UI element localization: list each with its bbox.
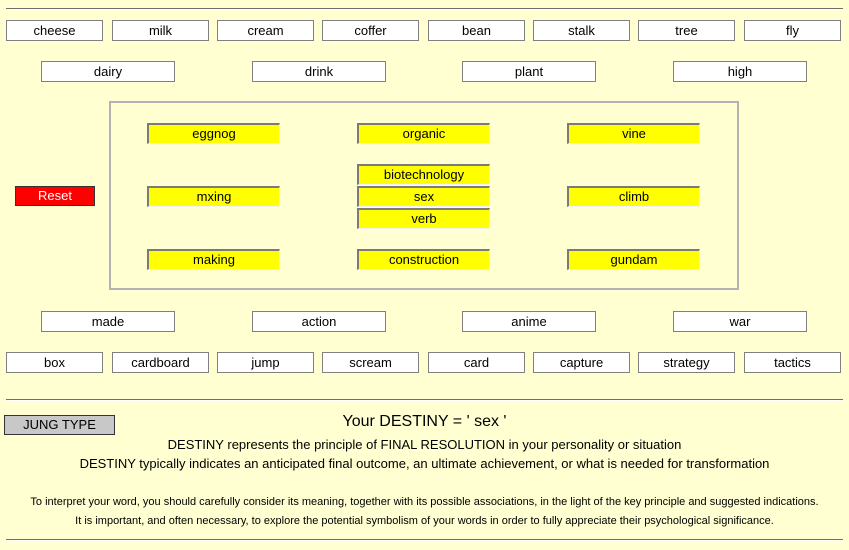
word-stalk[interactable]: stalk — [533, 20, 630, 41]
inner-climb[interactable]: climb — [567, 186, 700, 207]
reset-button[interactable]: Reset — [15, 186, 95, 206]
word-cream[interactable]: cream — [217, 20, 314, 41]
word-tactics[interactable]: tactics — [744, 352, 841, 373]
category-made[interactable]: made — [41, 311, 175, 332]
category-dairy[interactable]: dairy — [41, 61, 175, 82]
inner-mxing[interactable]: mxing — [147, 186, 280, 207]
interpretation-note: To interpret your word, you should caref… — [30, 496, 819, 508]
word-cardboard[interactable]: cardboard — [112, 352, 209, 373]
word-box[interactable]: box — [6, 352, 103, 373]
category-war[interactable]: war — [673, 311, 807, 332]
destiny-principle: DESTINY represents the principle of FINA… — [167, 437, 682, 452]
category-action[interactable]: action — [252, 311, 386, 332]
word-scream[interactable]: scream — [322, 352, 419, 373]
inner-vine[interactable]: vine — [567, 123, 700, 144]
word-jump[interactable]: jump — [217, 352, 314, 373]
inner-biotechnology[interactable]: biotechnology — [357, 164, 490, 185]
word-milk[interactable]: milk — [112, 20, 209, 41]
inner-frame — [109, 101, 739, 290]
top-divider — [6, 8, 843, 10]
inner-construction[interactable]: construction — [357, 249, 490, 270]
destiny-result: Your DESTINY = ' sex ' — [342, 413, 507, 430]
category-high[interactable]: high — [673, 61, 807, 82]
category-plant[interactable]: plant — [462, 61, 596, 82]
symbolism-note: It is important, and often necessary, to… — [75, 515, 774, 527]
destiny-indication: DESTINY typically indicates an anticipat… — [79, 456, 770, 471]
word-fly[interactable]: fly — [744, 20, 841, 41]
word-card[interactable]: card — [428, 352, 525, 373]
inner-sex[interactable]: sex — [357, 186, 490, 207]
word-capture[interactable]: capture — [533, 352, 630, 373]
word-cheese[interactable]: cheese — [6, 20, 103, 41]
inner-organic[interactable]: organic — [357, 123, 490, 144]
inner-verb[interactable]: verb — [357, 208, 490, 229]
middle-divider — [6, 399, 843, 401]
inner-eggnog[interactable]: eggnog — [147, 123, 280, 144]
category-anime[interactable]: anime — [462, 311, 596, 332]
inner-making[interactable]: making — [147, 249, 280, 270]
jung-type-button[interactable]: JUNG TYPE — [4, 415, 115, 435]
word-bean[interactable]: bean — [428, 20, 525, 41]
category-drink[interactable]: drink — [252, 61, 386, 82]
inner-gundam[interactable]: gundam — [567, 249, 700, 270]
bottom-divider — [6, 539, 843, 541]
word-coffer[interactable]: coffer — [322, 20, 419, 41]
word-tree[interactable]: tree — [638, 20, 735, 41]
word-strategy[interactable]: strategy — [638, 352, 735, 373]
